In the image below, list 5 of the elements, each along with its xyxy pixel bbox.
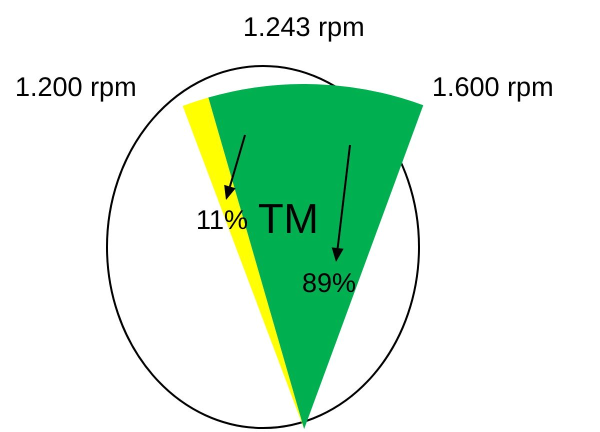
text: 1.200 rpm xyxy=(15,72,137,103)
text: 1.600 rpm xyxy=(432,72,554,103)
text: 1.243 rpm xyxy=(243,12,365,43)
data-label: 89% xyxy=(302,268,356,299)
text: TM xyxy=(258,195,319,243)
